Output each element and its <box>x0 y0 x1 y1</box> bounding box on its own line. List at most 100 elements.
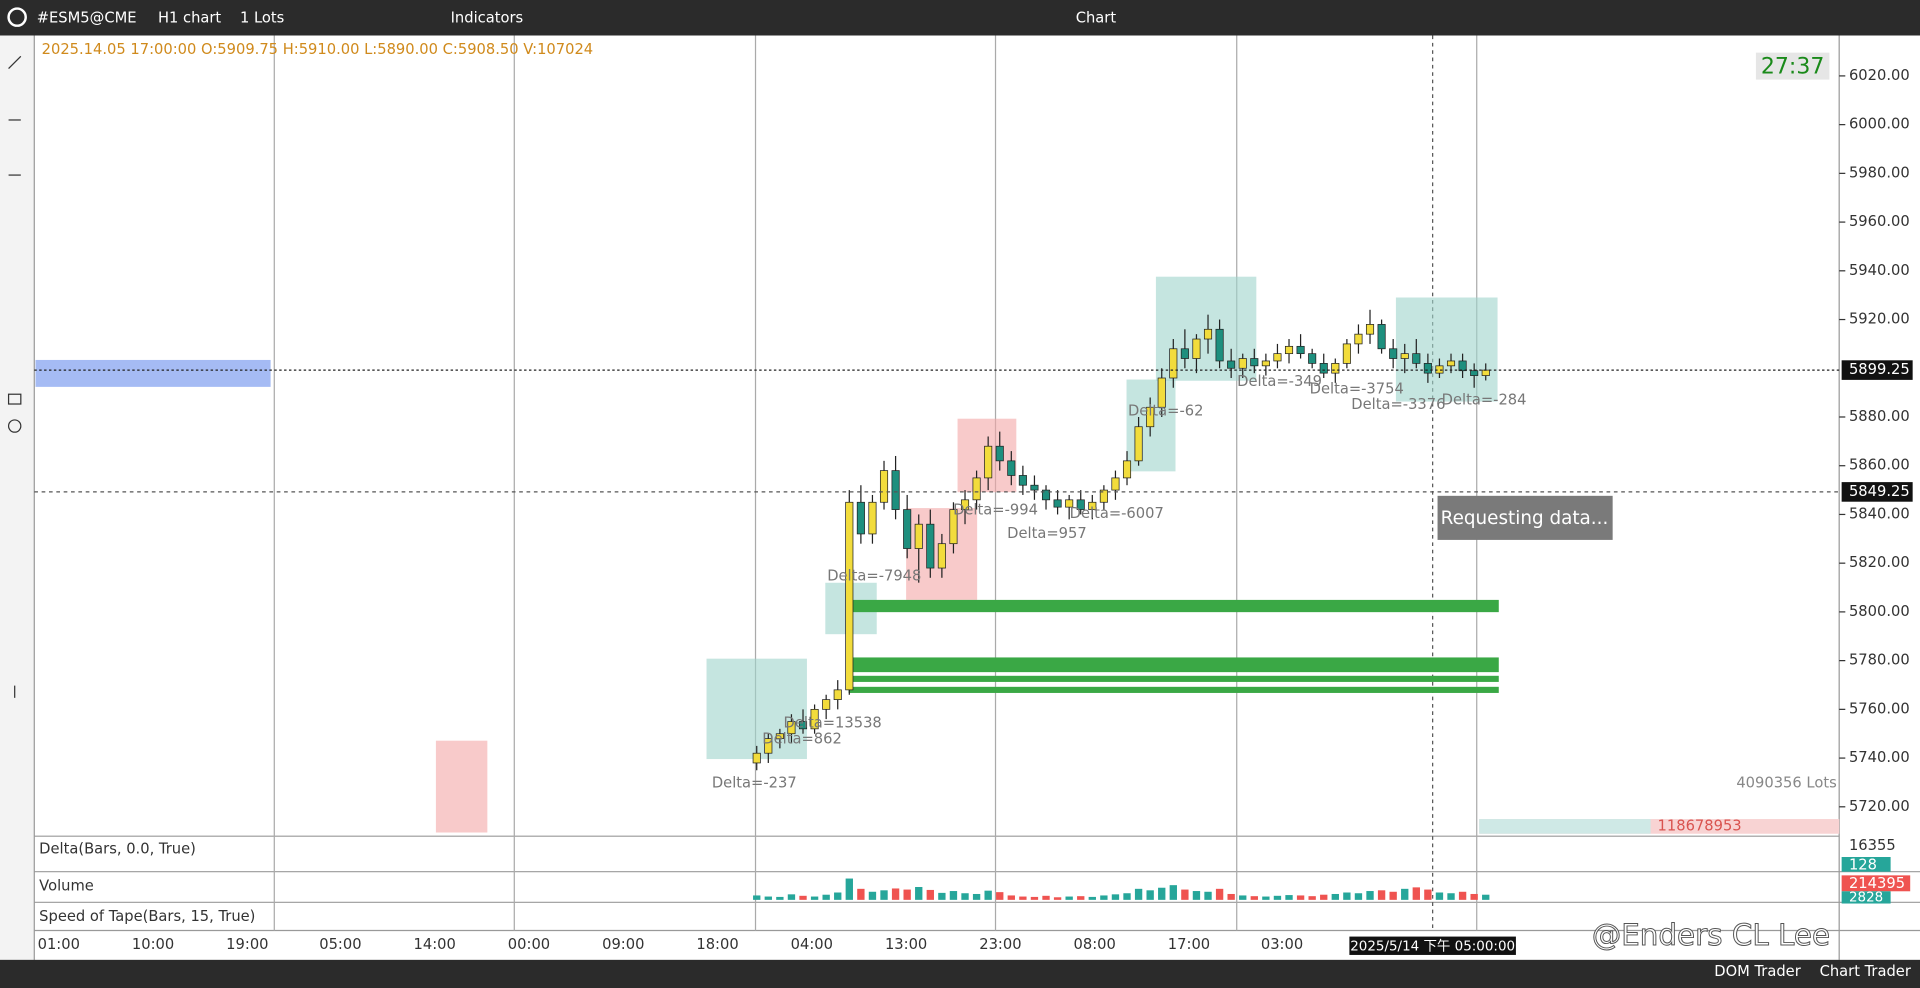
candle-body <box>1007 460 1016 476</box>
volume-bar <box>1447 893 1455 900</box>
lots[interactable]: 1 Lots <box>240 9 284 26</box>
delta-small-box <box>1841 857 1891 872</box>
volume-bar <box>1239 895 1247 900</box>
candle-body <box>1065 499 1074 508</box>
candle-body <box>787 721 796 735</box>
delta-annotation: Delta=-237 <box>712 775 797 792</box>
delta-annotation: Delta=-3376 <box>1351 396 1445 413</box>
symbol[interactable]: #ESM5@CME <box>37 9 137 26</box>
volume-bar <box>903 889 911 900</box>
volume-bar <box>787 894 796 900</box>
candle-body <box>972 477 981 501</box>
volume-bar <box>949 891 958 900</box>
candle-body <box>1284 345 1294 355</box>
delta-annotation: Delta=-7948 <box>827 568 921 585</box>
time-label: 00:00 <box>508 936 550 953</box>
volume-bar <box>764 896 772 900</box>
candle-body <box>1365 324 1375 335</box>
volume-bar <box>1424 889 1432 900</box>
candle-body <box>1412 353 1421 364</box>
liquidity-zone <box>848 599 1499 613</box>
volume-bar <box>1007 895 1015 900</box>
candle-body <box>914 523 923 549</box>
volume-bar <box>1088 896 1096 900</box>
volume-bar <box>880 890 888 900</box>
volume-bars <box>753 878 1490 900</box>
price-tick-label: 5740.00 <box>1849 749 1910 766</box>
time-label: 03:00 <box>1261 936 1303 953</box>
dom-trader-tab[interactable]: DOM Trader <box>1714 963 1801 980</box>
volume-bar <box>1250 896 1258 900</box>
candle-body <box>1018 475 1027 486</box>
candle-body <box>1261 360 1270 367</box>
volume-bar <box>1030 896 1039 900</box>
candle-body <box>1134 426 1143 462</box>
profile-box <box>435 740 488 833</box>
price-tick-label: 5920.00 <box>1849 311 1910 328</box>
candle-body <box>1308 353 1317 364</box>
candle-body <box>903 509 912 549</box>
profile-boxes <box>35 276 1499 833</box>
cursor-time-label: 2025/5/14 下午 05:00:00 <box>1350 938 1515 954</box>
price-tick-label: 6000.00 <box>1849 116 1910 133</box>
candle-body <box>926 523 935 569</box>
volume-bar <box>996 892 1004 900</box>
candle-body <box>1088 501 1097 510</box>
volume-bar <box>1146 890 1154 900</box>
candle-body <box>1157 377 1166 408</box>
volume-bar <box>961 893 969 900</box>
volume-bar <box>1285 895 1293 900</box>
candle-body <box>1076 499 1085 510</box>
volume-bar <box>1100 895 1108 900</box>
volume-bar <box>822 894 830 900</box>
volume-bar <box>1412 887 1420 900</box>
price-tick-label: 5760.00 <box>1849 700 1910 717</box>
volume-bar <box>1042 895 1050 900</box>
candle-body <box>1146 406 1155 428</box>
price-tick-label: 6020.00 <box>1849 67 1910 84</box>
volume-bar <box>1331 893 1339 900</box>
price-tick-label: 5940.00 <box>1849 262 1910 279</box>
price-tick-label: 5820.00 <box>1849 554 1910 571</box>
cursor-price-label: 5849.25 <box>1849 483 1910 500</box>
candle-body <box>1053 499 1062 508</box>
candle-body <box>1099 489 1108 503</box>
time-label: 09:00 <box>602 936 644 953</box>
volume-bar <box>1227 893 1235 900</box>
price-tick-label: 5800.00 <box>1849 603 1910 620</box>
volume-bar <box>1123 893 1131 900</box>
delta-annotation: Delta=957 <box>1007 525 1087 542</box>
volume-bar <box>1401 888 1409 900</box>
time-label: 19:00 <box>226 936 268 953</box>
candle-body <box>1470 370 1479 376</box>
candle-body <box>833 689 842 700</box>
candle-body <box>937 543 946 569</box>
watermark: @Enders CL Lee <box>1592 918 1830 952</box>
ohlc-info: 2025.14.05 17:00:00 O:5909.75 H:5910.00 … <box>42 41 594 58</box>
candles <box>752 309 1490 771</box>
volume-bar <box>1158 887 1166 900</box>
chart-trader-tab[interactable]: Chart Trader <box>1820 963 1912 980</box>
status-bar <box>0 959 1920 988</box>
volume-bar <box>1343 892 1351 900</box>
candle-body <box>1446 360 1456 367</box>
delta-annotation: Delta=13538 <box>784 715 882 732</box>
volume-bar <box>834 892 842 900</box>
time-label: 04:00 <box>791 936 833 953</box>
candle-body <box>810 708 819 730</box>
price-tick-label: 5960.00 <box>1849 213 1910 230</box>
candle-body <box>1400 353 1409 359</box>
price-tick-label: 5880.00 <box>1849 408 1910 425</box>
liquidity-zone <box>848 657 1499 673</box>
profile-box <box>1395 297 1498 402</box>
profile-box <box>706 658 807 760</box>
volume-bar <box>845 878 853 900</box>
indicators-button[interactable]: Indicators <box>451 9 524 26</box>
price-tick-label: 5980.00 <box>1849 164 1910 181</box>
delta-annotation: Delta=-994 <box>953 502 1038 519</box>
timeframe[interactable]: H1 chart <box>158 9 221 26</box>
volume-small: 2828 <box>1849 890 1883 905</box>
